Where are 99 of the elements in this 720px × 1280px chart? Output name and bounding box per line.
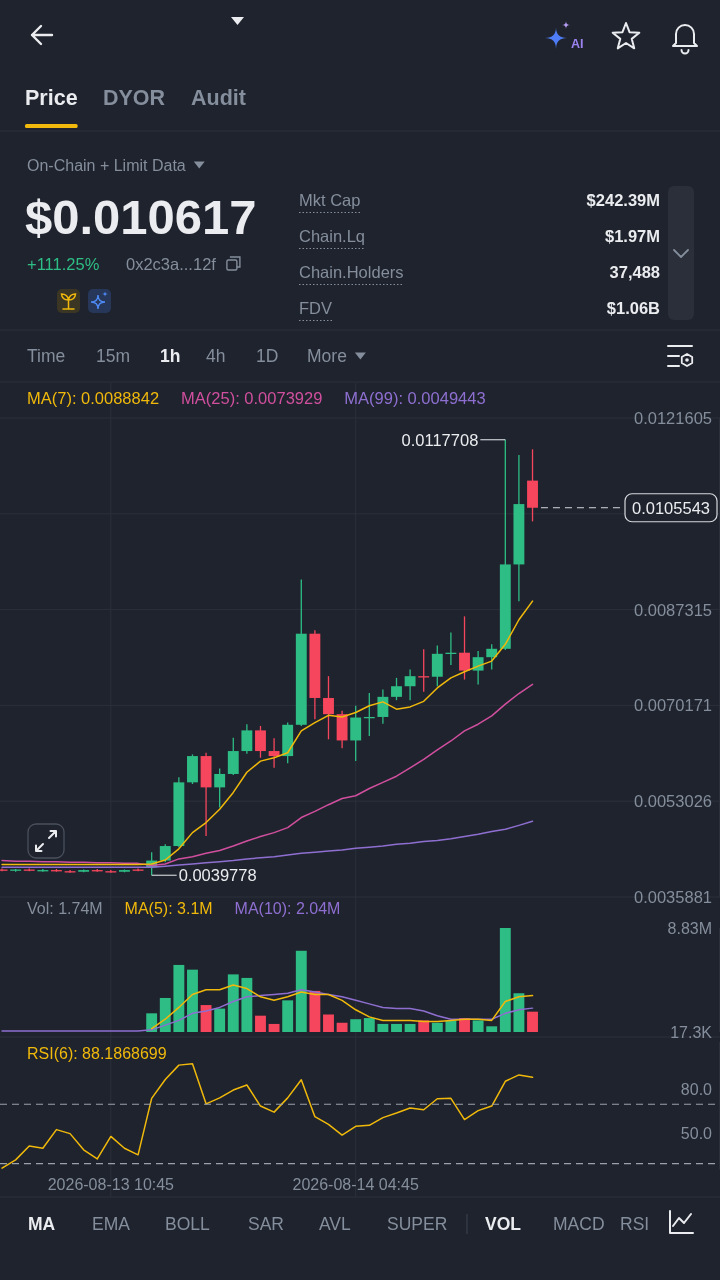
line-series	[1, 820, 534, 869]
bar	[309, 990, 321, 1032]
text: SUPER	[387, 1214, 448, 1234]
y-tick-label: 0.0070171	[634, 696, 712, 715]
line-series	[1, 683, 534, 867]
text: 0x2c3a...12f	[126, 255, 217, 273]
y-tick-label: 0.0087315	[634, 600, 712, 619]
text: +111.25%	[27, 255, 100, 273]
text: Mkt Cap	[299, 191, 361, 209]
candlestick	[227, 736, 239, 776]
bar	[445, 1020, 457, 1032]
text: Audit	[191, 86, 246, 110]
candlestick	[431, 644, 443, 687]
text: 1h	[160, 346, 181, 366]
text: FDV	[299, 299, 332, 317]
y-tick-label: 0.0053026	[634, 792, 712, 811]
text: Time	[27, 346, 66, 366]
bar	[187, 969, 198, 1032]
bar	[255, 1015, 266, 1032]
text: On-Chain + Limit Data	[27, 156, 186, 174]
bar	[336, 1022, 348, 1032]
text: MA(25): 0.0073929	[181, 389, 323, 407]
annotation: 0.0039778	[178, 866, 257, 885]
y-tick-label: 8.83M	[667, 919, 712, 937]
text: $1.06B	[606, 299, 661, 317]
candlestick	[391, 677, 402, 701]
candlestick	[241, 723, 253, 755]
text: More	[307, 346, 347, 366]
candlestick	[459, 615, 470, 681]
text: 15m	[96, 346, 131, 366]
bar	[173, 964, 185, 1032]
bar	[499, 928, 511, 1032]
text: AI	[571, 37, 584, 51]
ref-line-label: 0.0105543	[632, 498, 710, 517]
text: MA(5): 3.1M	[124, 899, 213, 917]
bar	[513, 993, 525, 1032]
text: AVL	[319, 1214, 352, 1234]
y-tick-label: 80.0	[680, 1080, 713, 1098]
bar	[282, 1000, 294, 1032]
text: MA(99): 0.0049443	[344, 389, 486, 407]
candlestick	[214, 767, 226, 809]
text: BOLL	[165, 1214, 211, 1234]
text: $1.97M	[604, 227, 660, 245]
bar	[391, 1023, 402, 1032]
bar	[295, 950, 307, 1032]
text: Price	[25, 86, 78, 110]
bar	[268, 1023, 280, 1032]
annotation: 0.0117708	[401, 430, 479, 449]
bar	[159, 997, 171, 1032]
y-tick-label: 50.0	[680, 1125, 713, 1143]
x-tick-label: 2026-08-14 04:45	[292, 1175, 419, 1193]
bar	[527, 1011, 538, 1032]
candlestick	[472, 650, 484, 686]
series-label: RSI(6): 88.1868699	[27, 1044, 167, 1062]
bar	[323, 1014, 334, 1032]
bar	[363, 1018, 375, 1032]
text: 1D	[256, 346, 279, 366]
text: Chain.Lq	[299, 227, 366, 245]
bar	[200, 1005, 212, 1032]
text: DYOR	[103, 86, 166, 110]
bar	[472, 1020, 484, 1032]
bar	[377, 1023, 389, 1032]
y-tick-label: 0.0121605	[634, 409, 712, 427]
text: EMA	[92, 1214, 131, 1234]
text: SAR	[248, 1214, 284, 1234]
candlestick	[255, 725, 266, 759]
bar	[227, 974, 239, 1032]
line-series	[1, 600, 534, 866]
candlestick	[268, 737, 280, 769]
bar	[431, 1022, 443, 1032]
chart-title: Vol: 1.74M	[27, 899, 103, 917]
line-series	[1, 1063, 534, 1169]
candlestick	[404, 668, 416, 701]
x-tick-label: 2026-08-13 10:45	[47, 1175, 175, 1193]
y-tick-label: 0.0035881	[634, 888, 712, 906]
bar	[418, 1020, 430, 1032]
text: $0.010617	[25, 190, 257, 244]
text: MA	[28, 1214, 56, 1234]
bar	[214, 1008, 226, 1032]
line-series	[1, 988, 534, 1032]
candlestick	[486, 643, 498, 671]
text: Chain.Holders	[299, 263, 404, 281]
candlestick	[350, 705, 362, 762]
candlestick	[323, 675, 334, 740]
text: 4h	[206, 346, 226, 366]
text: MA(7): 0.0088842	[27, 389, 160, 407]
bar	[486, 1026, 498, 1032]
bar	[241, 977, 253, 1032]
candlestick	[377, 688, 389, 725]
text: 37,488	[609, 263, 660, 281]
text: MA(10): 2.04M	[234, 899, 341, 917]
line-series	[150, 984, 534, 1030]
text: $242.39M	[586, 191, 660, 209]
bar	[404, 1023, 416, 1032]
bar	[350, 1019, 362, 1032]
text: VOL	[485, 1214, 522, 1234]
text: RSI	[620, 1214, 650, 1234]
y-tick-label: 17.3K	[670, 1023, 713, 1041]
text: MACD	[553, 1214, 605, 1234]
